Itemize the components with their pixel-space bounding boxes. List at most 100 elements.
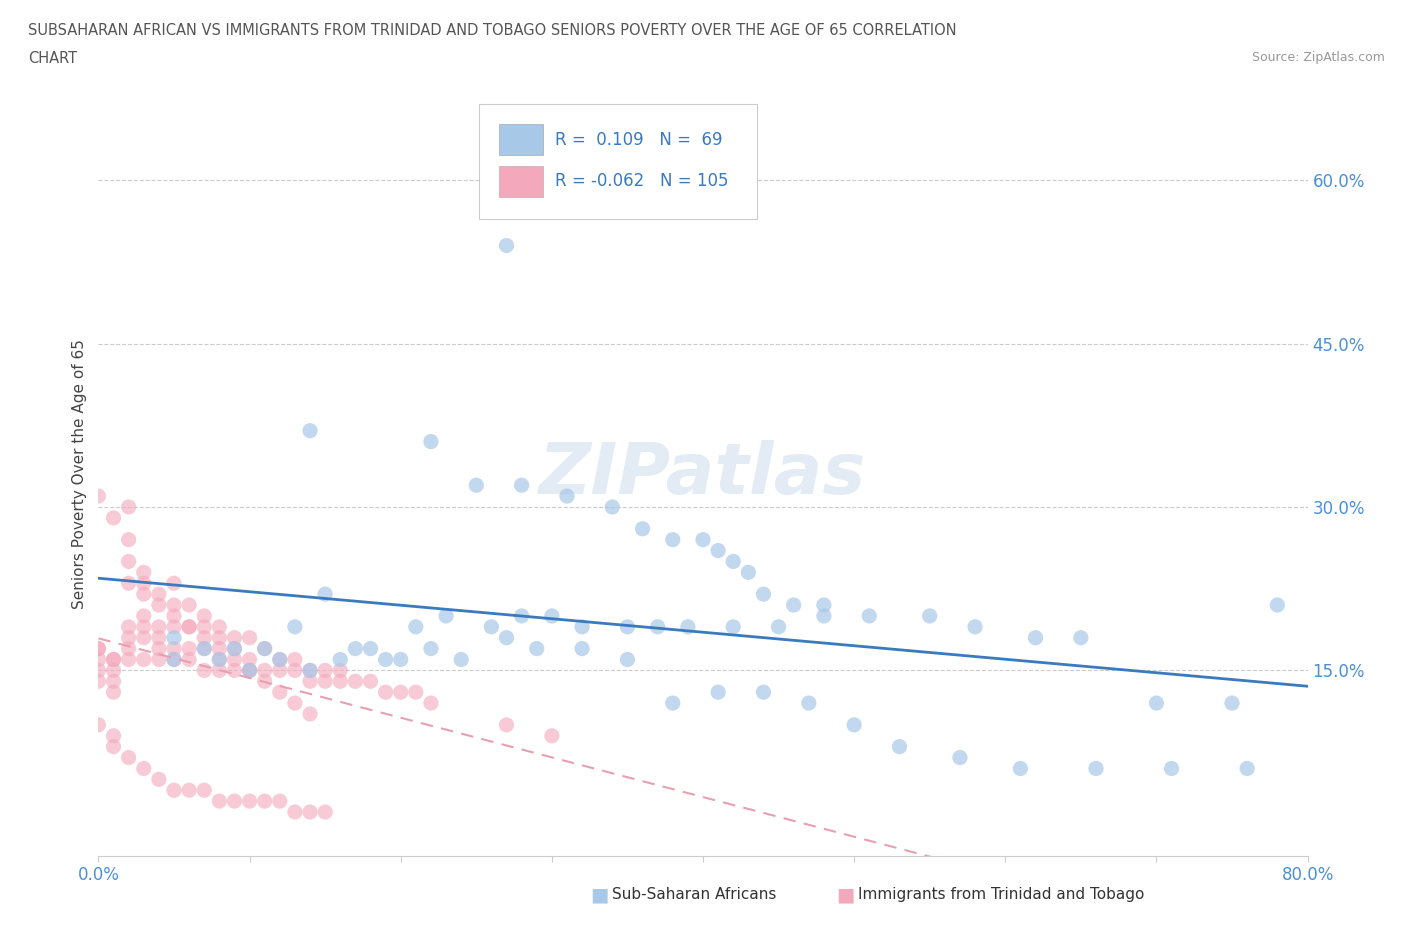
Point bbox=[602, 499, 624, 514]
Point bbox=[571, 619, 593, 634]
Point bbox=[208, 652, 231, 667]
Point bbox=[132, 587, 155, 602]
Point bbox=[118, 532, 141, 547]
Point bbox=[389, 652, 412, 667]
Point bbox=[269, 663, 291, 678]
Point bbox=[269, 793, 291, 808]
Point bbox=[239, 631, 262, 645]
Point bbox=[148, 772, 170, 787]
Point bbox=[616, 619, 638, 634]
Text: R =  0.109   N =  69: R = 0.109 N = 69 bbox=[555, 130, 723, 149]
Point bbox=[510, 478, 533, 493]
Point bbox=[193, 663, 215, 678]
Point bbox=[163, 608, 186, 623]
Point bbox=[661, 532, 683, 547]
Point bbox=[103, 674, 125, 689]
Text: ■: ■ bbox=[591, 885, 609, 904]
Point bbox=[253, 674, 276, 689]
Point bbox=[813, 608, 835, 623]
Point bbox=[329, 663, 352, 678]
Point bbox=[495, 717, 517, 732]
Point bbox=[118, 652, 141, 667]
Point bbox=[118, 576, 141, 591]
Point bbox=[103, 652, 125, 667]
Point bbox=[118, 641, 141, 656]
Point bbox=[118, 554, 141, 569]
Point bbox=[329, 652, 352, 667]
Point bbox=[949, 751, 972, 765]
Point bbox=[193, 631, 215, 645]
Point bbox=[193, 608, 215, 623]
Point bbox=[510, 608, 533, 623]
Point bbox=[420, 641, 443, 656]
Point bbox=[179, 783, 201, 798]
Point bbox=[269, 684, 291, 699]
Point bbox=[224, 663, 246, 678]
Point bbox=[299, 707, 322, 722]
Point bbox=[647, 619, 669, 634]
Point bbox=[253, 641, 276, 656]
Point bbox=[179, 619, 201, 634]
Point bbox=[314, 674, 336, 689]
Point bbox=[87, 652, 110, 667]
Point bbox=[768, 619, 790, 634]
Point bbox=[344, 641, 367, 656]
Point bbox=[707, 543, 730, 558]
Point bbox=[723, 619, 745, 634]
Point bbox=[269, 652, 291, 667]
Point bbox=[540, 608, 562, 623]
Point bbox=[540, 728, 562, 743]
Text: Immigrants from Trinidad and Tobago: Immigrants from Trinidad and Tobago bbox=[858, 887, 1144, 902]
Point bbox=[692, 532, 714, 547]
Text: CHART: CHART bbox=[28, 51, 77, 66]
FancyBboxPatch shape bbox=[499, 166, 543, 197]
Point bbox=[752, 587, 775, 602]
Point bbox=[163, 652, 186, 667]
Point bbox=[314, 804, 336, 819]
Point bbox=[737, 565, 759, 579]
Point bbox=[148, 587, 170, 602]
Text: Source: ZipAtlas.com: Source: ZipAtlas.com bbox=[1251, 51, 1385, 64]
Point bbox=[360, 641, 382, 656]
Point bbox=[571, 641, 593, 656]
Point bbox=[239, 652, 262, 667]
Point bbox=[723, 554, 745, 569]
Point bbox=[299, 663, 322, 678]
Point bbox=[163, 576, 186, 591]
Point bbox=[163, 631, 186, 645]
Point bbox=[132, 631, 155, 645]
Text: SUBSAHARAN AFRICAN VS IMMIGRANTS FROM TRINIDAD AND TOBAGO SENIORS POVERTY OVER T: SUBSAHARAN AFRICAN VS IMMIGRANTS FROM TR… bbox=[28, 23, 956, 38]
Point bbox=[179, 619, 201, 634]
Point bbox=[1010, 761, 1032, 776]
Point bbox=[163, 652, 186, 667]
Text: ■: ■ bbox=[837, 885, 855, 904]
Point bbox=[434, 608, 457, 623]
Point bbox=[179, 641, 201, 656]
Point bbox=[239, 663, 262, 678]
Point bbox=[208, 652, 231, 667]
Point bbox=[284, 619, 307, 634]
Point bbox=[208, 663, 231, 678]
Point bbox=[118, 751, 141, 765]
Point bbox=[253, 663, 276, 678]
Point bbox=[813, 598, 835, 613]
Point bbox=[103, 728, 125, 743]
Point bbox=[163, 783, 186, 798]
Point bbox=[132, 761, 155, 776]
Point bbox=[193, 783, 215, 798]
Point bbox=[87, 663, 110, 678]
Point bbox=[132, 619, 155, 634]
Point bbox=[555, 488, 578, 503]
Point bbox=[239, 663, 262, 678]
Text: Sub-Saharan Africans: Sub-Saharan Africans bbox=[612, 887, 776, 902]
Point bbox=[1070, 631, 1092, 645]
Point bbox=[224, 641, 246, 656]
Point bbox=[314, 663, 336, 678]
Point bbox=[224, 793, 246, 808]
Point bbox=[87, 641, 110, 656]
Point bbox=[253, 793, 276, 808]
FancyBboxPatch shape bbox=[499, 125, 543, 154]
Y-axis label: Seniors Poverty Over the Age of 65: Seniors Poverty Over the Age of 65 bbox=[72, 339, 87, 609]
Point bbox=[103, 652, 125, 667]
Point bbox=[299, 804, 322, 819]
